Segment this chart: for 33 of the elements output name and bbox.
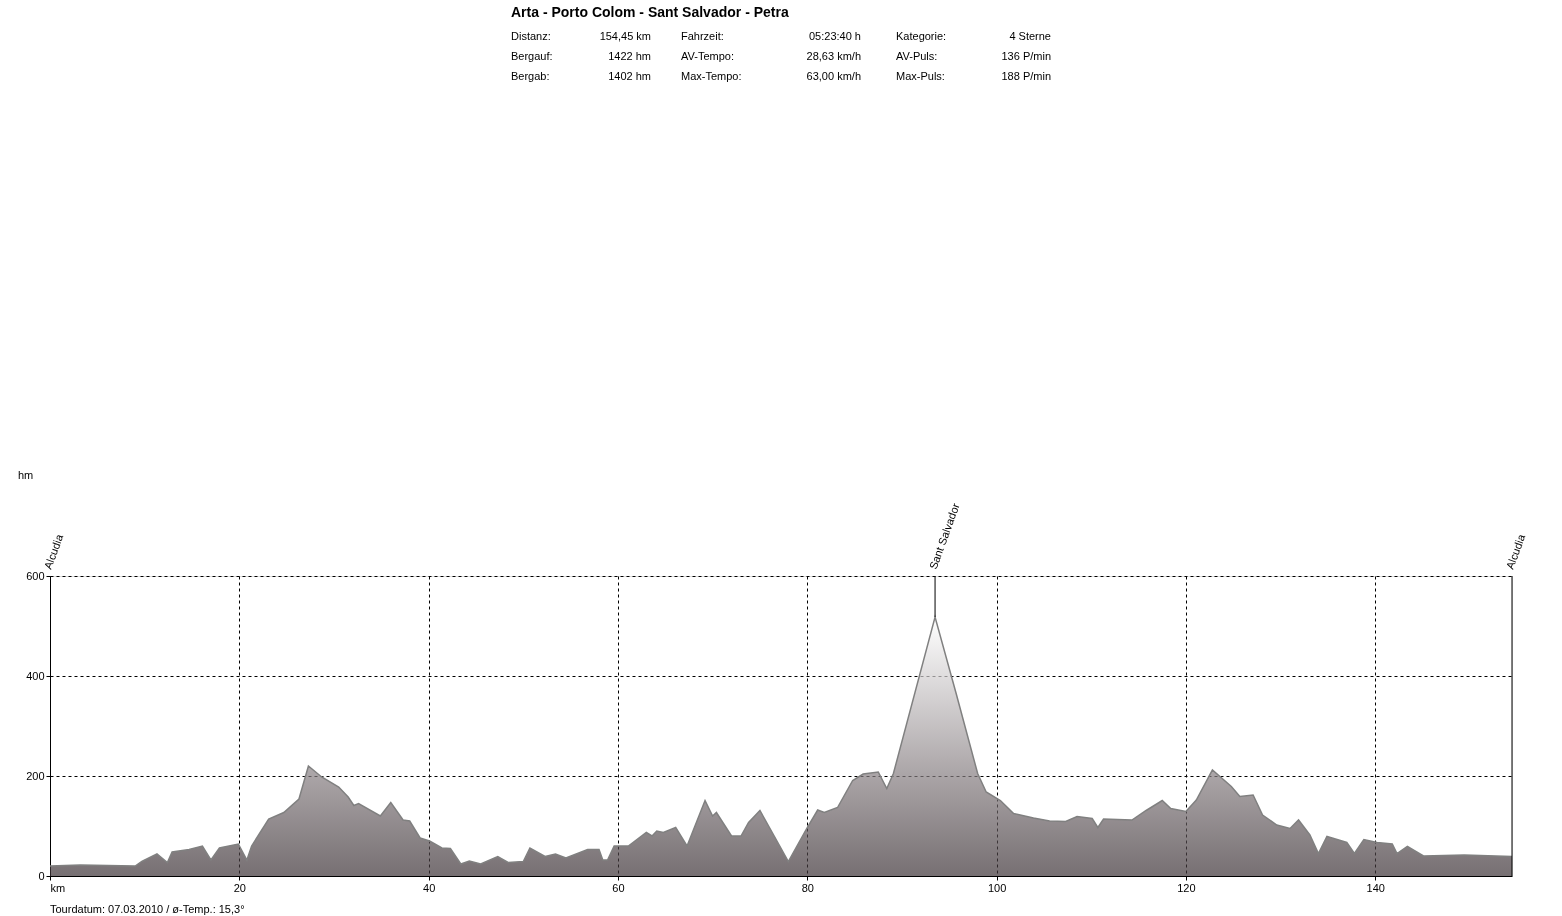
y-tick-label: 600 (26, 569, 45, 582)
x-tick-label: 140 (1366, 881, 1385, 894)
x-tick-label: 40 (423, 881, 436, 894)
text: 1402 hm (608, 70, 651, 82)
x-tick-label: km (50, 881, 66, 894)
text: 63,00 km/h (806, 70, 861, 82)
text: Max-Puls: (896, 70, 945, 82)
x-tick-label: 80 (801, 881, 814, 894)
text: AV-Puls: (896, 50, 938, 62)
y-tick-label: 0 (38, 869, 45, 882)
text: Distanz: (511, 30, 551, 42)
x-tick-label: 20 (233, 881, 246, 894)
text: 4 Sterne (1009, 30, 1051, 42)
text: Bergauf: (511, 50, 553, 62)
text: 188 P/min (1001, 70, 1051, 82)
text: Kategorie: (896, 30, 947, 42)
text: 1422 hm (608, 50, 651, 62)
x-tick-label: 60 (612, 881, 625, 894)
text: AV-Tempo: (681, 50, 734, 62)
x-tick-label: 120 (1177, 881, 1196, 894)
x-tick-label: 100 (987, 881, 1007, 894)
y-tick-label: 400 (26, 669, 45, 682)
chart-title: Arta - Porto Colom - Sant Salvador - Petra (511, 4, 789, 20)
y-tick-label: 200 (26, 769, 45, 782)
text: Fahrzeit: (681, 30, 724, 42)
text: Bergab: (511, 70, 550, 82)
text: 136 P/min (1001, 50, 1051, 62)
text: Max-Tempo: (681, 70, 742, 82)
text: 28,63 km/h (806, 50, 861, 62)
text: 154,45 km (599, 30, 651, 42)
text: hm (18, 469, 34, 481)
text: Tourdatum: 07.03.2010 / ø-Temp.: 15,3° (50, 903, 245, 915)
text: 05:23:40 h (809, 30, 861, 42)
